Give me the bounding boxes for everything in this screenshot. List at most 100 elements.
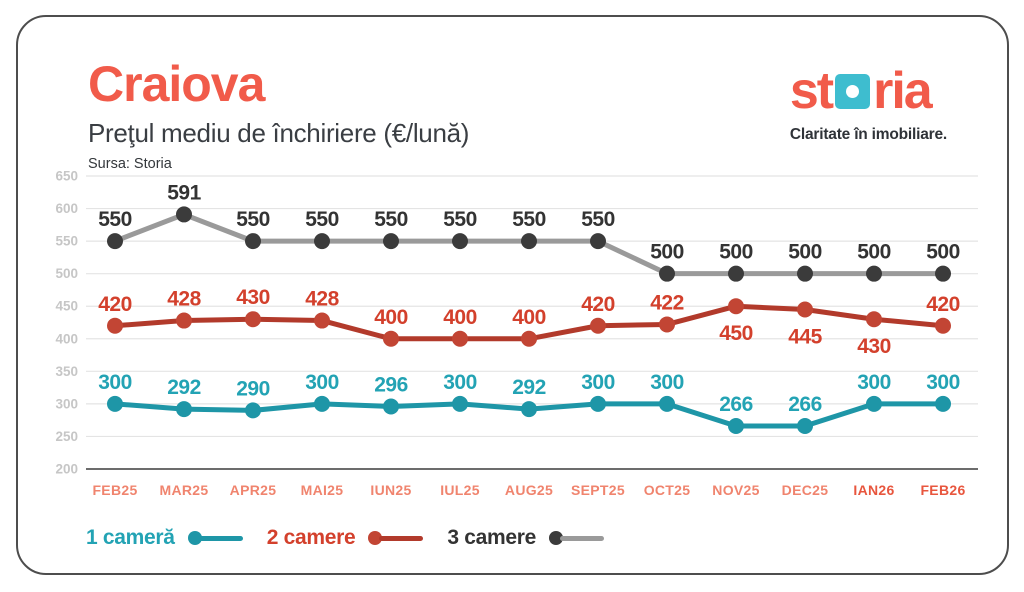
storia-logo-wordmark: st ria xyxy=(790,65,947,117)
legend-dot-icon xyxy=(187,531,202,545)
legend-dot-icon xyxy=(368,531,383,545)
data-point xyxy=(176,206,192,223)
value-label: 300 xyxy=(443,371,477,394)
value-label: 550 xyxy=(305,208,339,231)
data-point xyxy=(659,265,675,282)
value-label: 500 xyxy=(926,241,960,264)
data-point xyxy=(383,233,399,250)
value-label: 292 xyxy=(167,376,201,399)
page-title: Craiova xyxy=(88,56,265,112)
value-label: 500 xyxy=(857,241,891,264)
value-label: 300 xyxy=(305,371,339,394)
value-label: 292 xyxy=(512,376,546,399)
x-tick-label: IUN25 xyxy=(370,482,411,498)
x-tick-label: IUL25 xyxy=(440,482,480,498)
data-point xyxy=(797,301,813,318)
data-point xyxy=(107,317,123,334)
value-label: 300 xyxy=(581,371,615,394)
data-point xyxy=(107,395,123,412)
storia-logo: st ria Claritate în imobiliare. xyxy=(790,65,947,144)
value-label: 591 xyxy=(167,181,201,204)
y-tick-label: 450 xyxy=(55,299,78,314)
logo-text-ria: ria xyxy=(873,62,933,120)
price-line-chart: 650 600 550 500 450 400 350 300 250 200 FEB25 MAR25… xyxy=(55,169,978,498)
x-tick-label: SEPT25 xyxy=(571,482,625,498)
value-label: 430 xyxy=(857,335,891,358)
data-point xyxy=(452,395,468,412)
data-point xyxy=(383,330,399,347)
data-point xyxy=(521,233,537,250)
data-point xyxy=(728,265,744,282)
data-point xyxy=(383,398,399,415)
legend-label: 3 camere xyxy=(447,526,537,549)
data-point xyxy=(245,233,261,250)
value-label: 266 xyxy=(719,393,753,416)
value-label: 266 xyxy=(788,393,822,416)
value-label: 300 xyxy=(857,371,891,394)
source-label: Sursa: Storia xyxy=(88,155,172,172)
title-block: Craiova Preţul mediu de închiriere (€/lu… xyxy=(88,59,469,172)
data-point xyxy=(728,418,744,435)
data-point xyxy=(659,395,675,412)
legend-label: 1 cameră xyxy=(86,526,175,549)
data-point xyxy=(659,316,675,333)
legend-line-icon xyxy=(379,535,424,541)
value-label: 550 xyxy=(512,208,546,231)
chart-subtitle: Preţul mediu de închiriere (€/lună) xyxy=(88,118,470,148)
data-point xyxy=(521,330,537,347)
x-tick-label: FEB25 xyxy=(92,482,137,498)
value-label: 450 xyxy=(719,322,753,345)
y-tick-label: 500 xyxy=(55,266,78,281)
y-tick-label: 350 xyxy=(55,364,78,379)
data-point xyxy=(176,312,192,329)
data-point xyxy=(935,395,951,412)
data-point xyxy=(728,298,744,315)
value-label: 400 xyxy=(443,306,477,329)
data-point xyxy=(314,233,330,250)
data-point xyxy=(935,317,951,334)
data-point xyxy=(590,317,606,334)
x-tick-label: NOV25 xyxy=(712,482,759,498)
legend-dot-icon xyxy=(549,531,564,545)
value-label: 445 xyxy=(788,325,822,348)
series-3-camere: 550 591 550 550 550 550 550 550 500 500 500 500 500 xyxy=(98,181,960,282)
value-label: 550 xyxy=(98,208,132,231)
x-tick-label: DEC25 xyxy=(782,482,829,498)
legend-label: 2 camere xyxy=(266,526,356,549)
value-label: 500 xyxy=(719,241,753,264)
value-label: 400 xyxy=(512,306,546,329)
y-tick-label: 550 xyxy=(55,234,78,249)
data-point xyxy=(935,265,951,282)
value-label: 500 xyxy=(788,241,822,264)
x-tick-label: MAR25 xyxy=(160,482,209,498)
value-label: 300 xyxy=(98,371,132,394)
data-point xyxy=(314,395,330,412)
data-point xyxy=(107,233,123,250)
data-point xyxy=(797,265,813,282)
data-point xyxy=(176,401,192,418)
value-label: 428 xyxy=(167,288,201,311)
y-tick-label: 300 xyxy=(55,396,78,411)
value-label: 300 xyxy=(650,371,684,394)
data-point xyxy=(590,233,606,250)
value-label: 550 xyxy=(581,208,615,231)
value-label: 300 xyxy=(926,371,960,394)
y-tick-label: 650 xyxy=(55,169,78,184)
storia-o-square-icon xyxy=(835,74,871,109)
chart-card: Craiova Preţul mediu de închiriere (€/lu… xyxy=(16,15,1009,575)
value-label: 430 xyxy=(236,286,270,309)
value-label: 420 xyxy=(98,293,132,316)
data-point xyxy=(314,312,330,329)
y-tick-label: 400 xyxy=(55,331,78,346)
data-point xyxy=(590,395,606,412)
data-point xyxy=(866,311,882,328)
series-1-cameră: 300 292 290 300 296 300 292 300 300 266 266 300 300 xyxy=(98,371,960,435)
x-tick-label: APR25 xyxy=(230,482,277,498)
value-label: 550 xyxy=(374,208,408,231)
x-tick-label: FEB26 xyxy=(920,482,965,498)
value-label: 296 xyxy=(374,373,408,396)
value-label: 422 xyxy=(650,291,684,314)
value-label: 290 xyxy=(236,377,270,400)
chart-legend: 1 cameră 2 camere 3 camere xyxy=(86,526,628,550)
data-point xyxy=(797,418,813,435)
